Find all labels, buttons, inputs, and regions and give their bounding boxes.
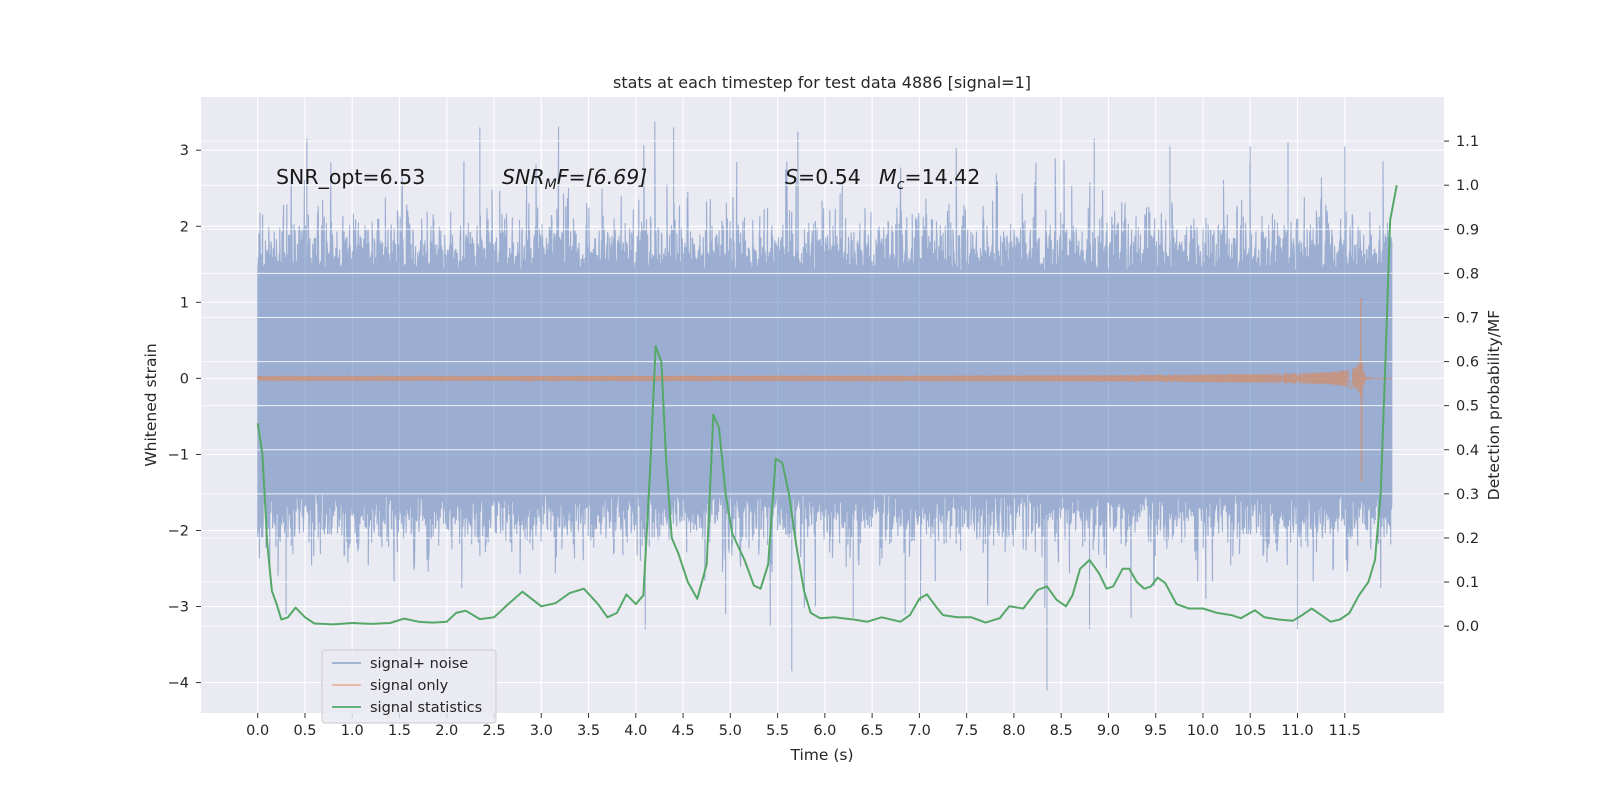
x-axis-label: Time (s) <box>789 746 853 764</box>
series-signal-only <box>257 297 1393 482</box>
y-right-tick-label-7: 0.4 <box>1456 443 1479 459</box>
x-tick-label-18: 9.0 <box>1097 723 1120 739</box>
y-right-tick-label-2: 0.9 <box>1456 222 1479 238</box>
y-left-tick-label-4: −1 <box>168 447 189 463</box>
y-right-tick-label-5: 0.6 <box>1456 355 1479 371</box>
y-right-axis-label: Detection probability/MF <box>1485 310 1503 501</box>
legend-box <box>321 649 497 724</box>
annotation-snr-opt: SNR_opt=6.53 <box>276 165 425 190</box>
y-left-tick-label-5: −2 <box>168 523 189 539</box>
x-tick-label-8: 4.0 <box>624 723 647 739</box>
y-left-tick-label-3: 0 <box>180 371 189 387</box>
x-tick-label-2: 1.0 <box>341 723 364 739</box>
y-right-tick-label-8: 0.3 <box>1456 487 1479 503</box>
x-tick-label-0: 0.0 <box>246 723 269 739</box>
legend: signal+ noise signal only signal statist… <box>321 649 497 724</box>
x-tick-label-20: 10.0 <box>1187 723 1219 739</box>
y-left-axis-ticks: 3 2 1 0 −1 −2 −3 −4 <box>168 143 201 692</box>
x-tick-label-13: 6.5 <box>861 723 884 739</box>
right-axis-gridlines <box>201 140 1444 627</box>
signal-only-trace <box>257 297 1393 482</box>
x-tick-label-6: 3.0 <box>530 723 553 739</box>
x-tick-label-21: 10.5 <box>1234 723 1266 739</box>
x-tick-label-5: 2.5 <box>482 723 505 739</box>
x-tick-label-16: 8.0 <box>1002 723 1025 739</box>
y-left-tick-label-7: −4 <box>168 676 189 692</box>
y-left-axis-label: Whitened strain <box>142 343 160 466</box>
x-tick-label-11: 5.5 <box>766 723 789 739</box>
legend-label-signal-statistics: signal statistics <box>370 700 482 716</box>
x-tick-label-15: 7.5 <box>955 723 978 739</box>
series-signal-statistics <box>256 185 1398 626</box>
chart-title: stats at each timestep for test data 488… <box>613 73 1031 92</box>
x-tick-label-1: 0.5 <box>293 723 316 739</box>
x-tick-label-23: 11.5 <box>1329 723 1361 739</box>
signal-statistics-line <box>256 185 1398 626</box>
y-left-tick-label-2: 1 <box>180 295 189 311</box>
x-tick-label-9: 4.5 <box>672 723 695 739</box>
x-tick-label-3: 1.5 <box>388 723 411 739</box>
annotation-mc: Mc=14.42 <box>879 165 980 193</box>
y-right-axis-ticks: 1.1 1.0 0.9 0.8 0.7 0.6 0.5 0.4 0.3 0.2 0.1 0.0 <box>1444 134 1479 635</box>
x-tick-label-4: 2.0 <box>435 723 458 739</box>
y-right-tick-label-6: 0.5 <box>1456 399 1479 415</box>
x-tick-label-17: 8.5 <box>1050 723 1073 739</box>
y-right-tick-label-3: 0.8 <box>1456 266 1479 282</box>
legend-label-signal-plus-noise: signal+ noise <box>370 656 468 672</box>
y-left-tick-label-1: 2 <box>180 219 189 235</box>
annotation-snr-mf: SNRMF=[6.69] <box>502 165 647 193</box>
y-right-tick-label-1: 1.0 <box>1456 178 1479 194</box>
x-tick-label-7: 3.5 <box>577 723 600 739</box>
x-tick-label-12: 6.0 <box>813 723 836 739</box>
x-tick-label-10: 5.0 <box>719 723 742 739</box>
y-left-tick-label-6: −3 <box>168 600 189 616</box>
x-tick-label-19: 9.5 <box>1144 723 1167 739</box>
y-right-tick-label-4: 0.7 <box>1456 310 1479 326</box>
x-axis-ticks: 0.0 0.5 1.0 1.5 2.0 2.5 3.0 3.5 4.0 4.5 5.0 5.5 6.0 6… <box>246 713 1361 739</box>
annotation-s: S=0.54 <box>785 165 861 189</box>
y-right-tick-label-11: 0.0 <box>1456 619 1479 635</box>
y-right-tick-label-9: 0.2 <box>1456 531 1479 547</box>
x-tick-label-22: 11.0 <box>1281 723 1313 739</box>
y-left-tick-label-0: 3 <box>180 143 189 159</box>
y-right-tick-label-10: 0.1 <box>1456 575 1479 591</box>
x-tick-label-14: 7.0 <box>908 723 931 739</box>
y-right-tick-label-0: 1.1 <box>1456 134 1479 150</box>
legend-label-signal-only: signal only <box>370 678 449 694</box>
